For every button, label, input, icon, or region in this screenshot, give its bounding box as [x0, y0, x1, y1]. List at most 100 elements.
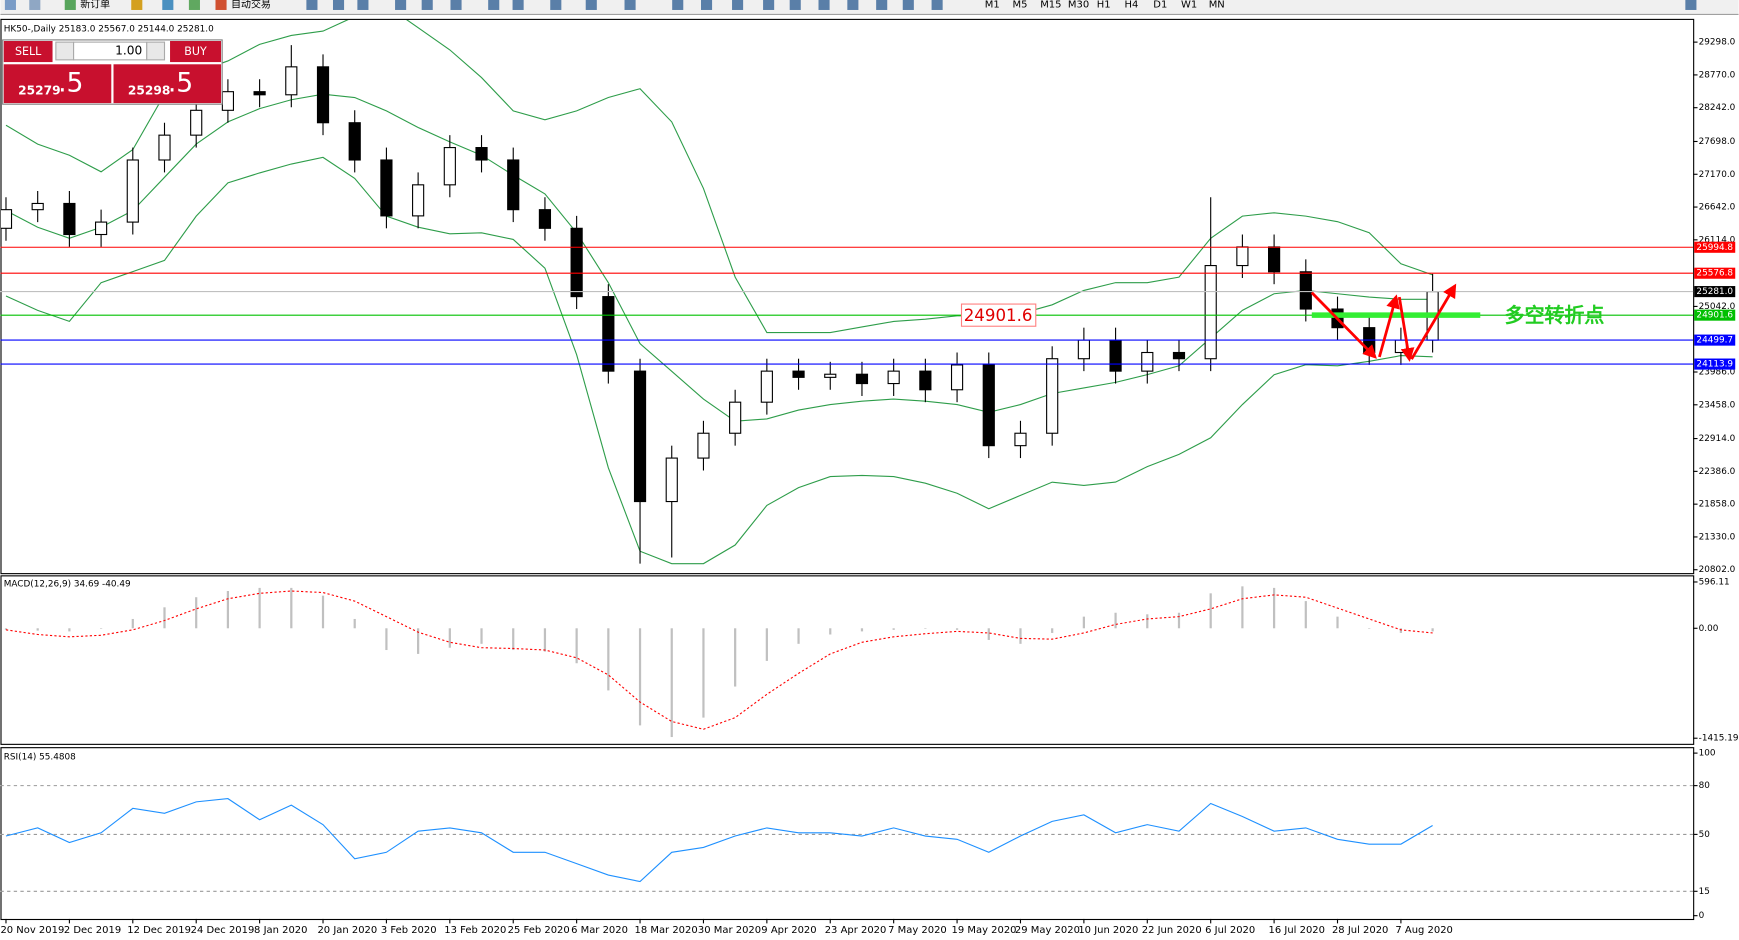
arrow: [1310, 291, 1377, 359]
buy-price[interactable]: 25298: [128, 83, 170, 97]
toolbar-icon[interactable]: [306, 0, 318, 10]
price-level-box: [1694, 267, 1736, 279]
candle-body: [950, 364, 964, 391]
toolbar-icon[interactable]: [624, 0, 636, 10]
x-tick-label: 9 Apr 2020: [761, 925, 816, 936]
x-tick-label: 12 Dec 2019: [127, 925, 191, 936]
toolbar-icon[interactable]: [488, 0, 500, 10]
sell-pips[interactable]: .5: [58, 68, 83, 99]
annotation-note: 多空转折点: [1505, 303, 1605, 327]
y-tick-label: 50: [1699, 830, 1711, 840]
candle-body: [1046, 358, 1059, 434]
buy-pips[interactable]: .5: [168, 68, 193, 99]
macd-bar: [1114, 612, 1117, 629]
toolbar-icon[interactable]: [131, 0, 143, 10]
timeframe[interactable]: W1: [1181, 0, 1197, 10]
timeframe[interactable]: H4: [1124, 0, 1138, 10]
toolbar-icon[interactable]: [512, 0, 524, 10]
candle-body: [1014, 432, 1027, 447]
candle-body: [538, 209, 552, 229]
timeframe[interactable]: M15: [1040, 0, 1061, 10]
macd-bar: [195, 597, 198, 629]
y-tick-label: 26642.0: [1699, 203, 1736, 213]
candle-body: [1172, 351, 1186, 360]
toolbar-icon[interactable]: [931, 0, 943, 10]
toolbar-icon[interactable]: [847, 0, 859, 10]
toolbar-icon[interactable]: [162, 0, 174, 10]
timeframe[interactable]: M1: [985, 0, 1000, 10]
toolbar-icon[interactable]: [29, 0, 41, 10]
lot-value[interactable]: 1.00: [115, 43, 142, 57]
toolbar: [0, 0, 1739, 15]
toolbar-icon[interactable]: [215, 0, 227, 10]
sell-price-box[interactable]: [3, 64, 112, 104]
timeframe[interactable]: H1: [1097, 0, 1111, 10]
toolbar-icon[interactable]: [450, 0, 462, 10]
annotation-value: 24901.6: [964, 306, 1033, 325]
candle-body: [633, 370, 647, 503]
timeframe[interactable]: MN: [1209, 0, 1225, 10]
buy-button[interactable]: [170, 41, 222, 63]
macd-bar: [1272, 587, 1276, 629]
x-tick-label: 13 Feb 2020: [444, 925, 506, 936]
macd-bar: [1177, 612, 1181, 629]
x-tick-label: 28 Jul 2020: [1332, 925, 1388, 936]
candle-body: [412, 184, 425, 217]
sell-label[interactable]: SELL: [15, 45, 42, 58]
timeframe[interactable]: M30: [1068, 0, 1089, 10]
candle-body: [1204, 265, 1217, 360]
macd-bar: [734, 628, 737, 687]
toolbar-icon[interactable]: [188, 0, 200, 10]
toolbar-icon[interactable]: [4, 0, 16, 10]
candle-body: [190, 109, 203, 136]
macd-signal: [5, 590, 1433, 730]
candle-body: [697, 432, 710, 459]
sell-button[interactable]: [3, 41, 53, 63]
lot-up[interactable]: [146, 41, 166, 61]
arrow: [1378, 294, 1400, 358]
toolbar-icon[interactable]: [357, 0, 369, 10]
toolbar-icon[interactable]: [732, 0, 744, 10]
toolbar-icon[interactable]: [64, 0, 76, 10]
toolbar-icon[interactable]: [876, 0, 888, 10]
toolbar-icon[interactable]: [701, 0, 713, 10]
toolbar-icon[interactable]: [902, 0, 914, 10]
x-tick-label: 16 Jul 2020: [1269, 925, 1325, 936]
y-tick-label: 28770.0: [1699, 70, 1736, 80]
timeframe[interactable]: D1: [1153, 0, 1167, 10]
toolbar-icon[interactable]: [332, 0, 345, 10]
lot-down[interactable]: [55, 41, 75, 61]
macd-bar: [1399, 628, 1403, 633]
y-tick-label: 22914.0: [1699, 434, 1736, 444]
sell-price[interactable]: 25279: [18, 83, 60, 97]
toolbar-button[interactable]: 自动交易: [231, 0, 271, 10]
candle-body: [475, 147, 488, 161]
toolbar-icon[interactable]: [585, 0, 597, 10]
toolbar-icon[interactable]: [421, 0, 433, 10]
price-level-label: 25281.0: [1696, 287, 1733, 297]
candle-body: [31, 202, 44, 211]
candle-body: [380, 159, 393, 217]
macd-bar: [321, 595, 325, 629]
rsi-line: [5, 798, 1433, 883]
macd-bar: [226, 590, 230, 629]
price-level-label: 24499.7: [1696, 336, 1733, 346]
toolbar-icon[interactable]: [789, 0, 801, 10]
toolbar-icon[interactable]: [395, 0, 407, 10]
timeframe[interactable]: M5: [1012, 0, 1027, 10]
y-tick-label: 20802.0: [1699, 565, 1736, 575]
toolbar-icon[interactable]: [550, 0, 562, 10]
toolbar-icon[interactable]: [818, 0, 830, 10]
toolbar-icon[interactable]: [672, 0, 684, 10]
x-tick-label: 6 Mar 2020: [571, 925, 628, 936]
buy-label[interactable]: BUY: [184, 45, 207, 58]
buy-price-box[interactable]: [113, 64, 222, 104]
macd-bar: [131, 618, 134, 629]
toolbar-button[interactable]: 新订单: [80, 0, 110, 10]
candle-body: [602, 296, 615, 372]
toolbar-icon[interactable]: [1685, 0, 1697, 10]
y-tick-label: 23458.0: [1699, 400, 1736, 410]
toolbar-icon[interactable]: [763, 0, 775, 10]
macd-bar: [1209, 593, 1212, 629]
